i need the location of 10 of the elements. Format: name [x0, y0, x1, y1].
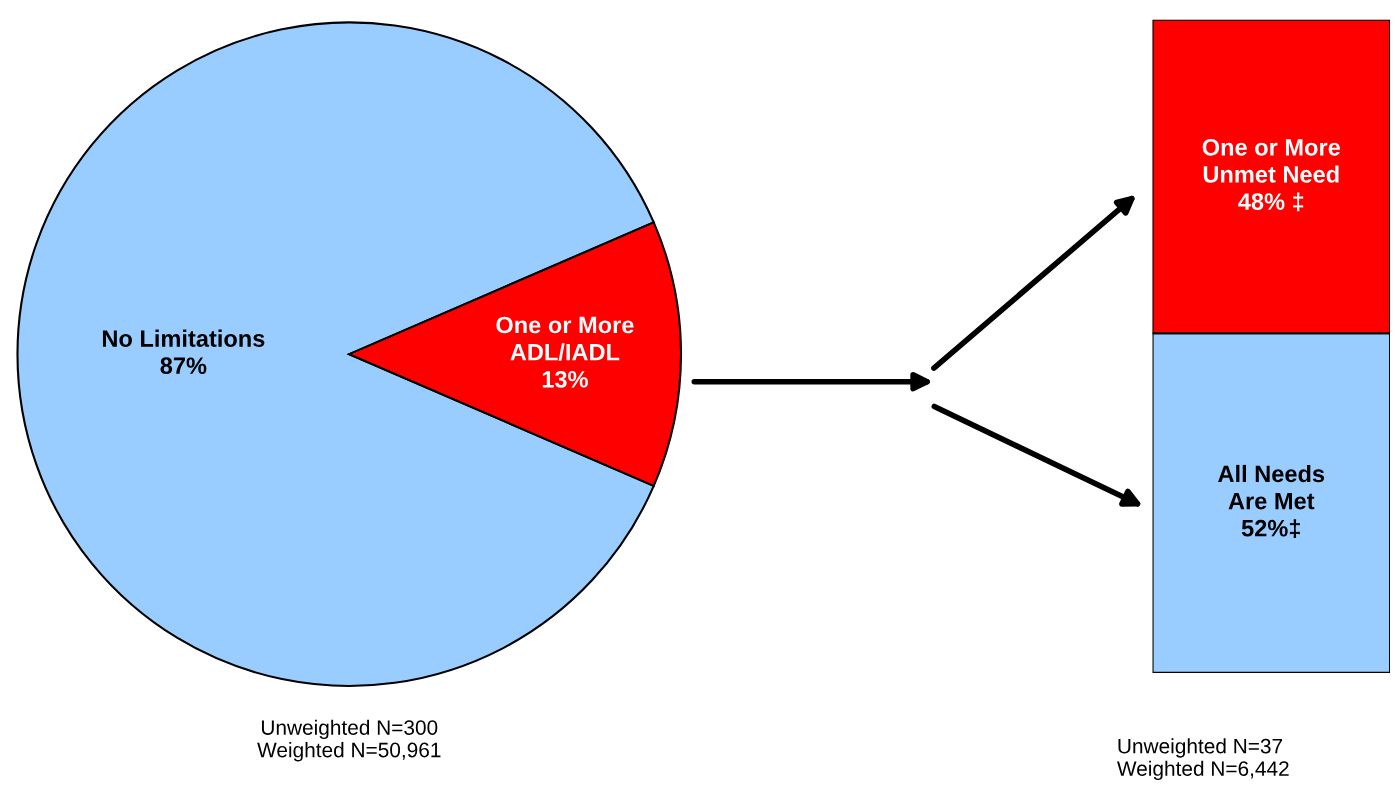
data-label: 52%‡ — [1241, 519, 1300, 538]
series-label: One or More Unmet Need — [1202, 138, 1340, 183]
text: Unweighted N=37 Weighted N=6,442 — [1116, 738, 1289, 781]
data-label: 87% — [160, 357, 207, 375]
slice-label: No Limitations — [102, 329, 265, 347]
slice-label: One or More ADL/IADL — [496, 316, 634, 361]
series-label: All Needs Are Met — [1218, 464, 1325, 510]
data-label: 48% ‡ — [1238, 192, 1304, 212]
text: Unweighted N=300 Weighted N=50,961 — [257, 719, 441, 762]
data-label: 13% — [542, 370, 588, 388]
